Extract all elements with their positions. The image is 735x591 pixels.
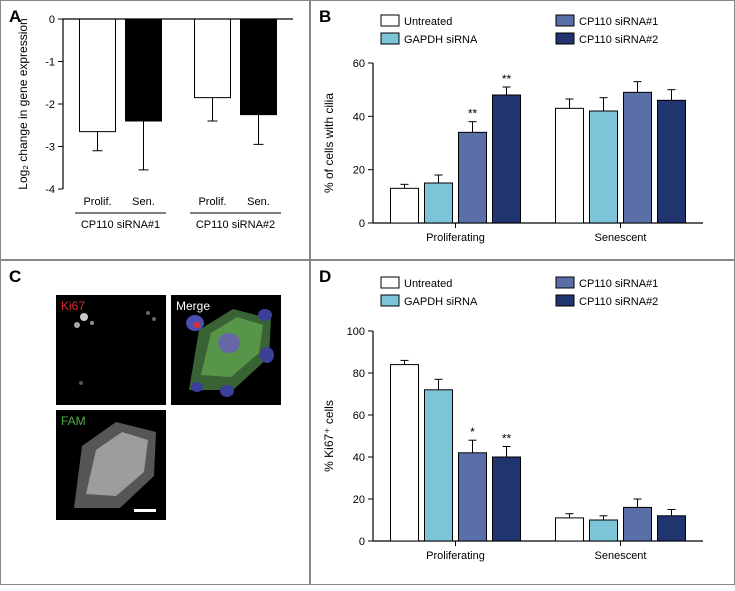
panel-a: A 0 -1 -2 -3 -4 Log₂ change in gene expressio… xyxy=(0,0,310,260)
svg-text:*: * xyxy=(470,425,475,439)
svg-text:60: 60 xyxy=(353,58,365,70)
svg-text:% of cells with cilia: % of cells with cilia xyxy=(322,93,336,193)
panel-a-label: A xyxy=(9,7,21,27)
svg-text:Sen.: Sen. xyxy=(247,196,270,208)
svg-text:CP110 siRNA#1: CP110 siRNA#1 xyxy=(579,278,658,290)
svg-text:CP110 siRNA#2: CP110 siRNA#2 xyxy=(196,219,275,231)
svg-text:Untreated: Untreated xyxy=(404,16,452,28)
svg-text:-4: -4 xyxy=(45,184,55,196)
svg-text:Prolif.: Prolif. xyxy=(83,196,111,208)
svg-text:40: 40 xyxy=(353,111,365,123)
svg-text:CP110 siRNA#2: CP110 siRNA#2 xyxy=(579,34,658,46)
svg-text:Log₂ change in gene expression: Log₂ change in gene expression xyxy=(16,18,30,189)
svg-text:**: ** xyxy=(468,107,478,121)
svg-text:40: 40 xyxy=(353,452,365,464)
svg-text:GAPDH siRNA: GAPDH siRNA xyxy=(404,296,478,308)
scale-bar xyxy=(134,509,156,512)
svg-text:Untreated: Untreated xyxy=(404,278,452,290)
svg-text:Senescent: Senescent xyxy=(595,550,647,562)
panel-b: B 0 20 40 60 % of cells with cilia Untreated G… xyxy=(310,0,735,260)
svg-text:0: 0 xyxy=(49,14,55,26)
panel-d: D 0 20 40 60 80 100 % Ki67⁺ cells Untreated GAPD… xyxy=(310,260,735,585)
panel-c-label: C xyxy=(9,267,21,287)
svg-text:100: 100 xyxy=(347,326,365,338)
svg-text:20: 20 xyxy=(353,165,365,177)
micro-merge: Merge xyxy=(171,295,281,405)
svg-text:Sen.: Sen. xyxy=(132,196,155,208)
svg-text:Prolif.: Prolif. xyxy=(198,196,226,208)
figure-grid: A 0 -1 -2 -3 -4 Log₂ change in gene expressio… xyxy=(0,0,735,585)
svg-text:-2: -2 xyxy=(45,99,55,111)
microscopy-grid: Ki67 Merge xyxy=(56,295,281,520)
panel-b-chart: 0 20 40 60 % of cells with cilia Untreated GAP… xyxy=(311,1,735,261)
svg-text:Senescent: Senescent xyxy=(595,232,647,244)
micro-ki67: Ki67 xyxy=(56,295,166,405)
svg-text:Proliferating: Proliferating xyxy=(426,232,485,244)
panel-c: C Ki67 Merge xyxy=(0,260,310,585)
panel-d-chart: 0 20 40 60 80 100 % Ki67⁺ cells Untreated GAPDH … xyxy=(311,261,735,586)
svg-text:0: 0 xyxy=(359,536,365,548)
svg-text:-3: -3 xyxy=(45,142,55,154)
svg-text:80: 80 xyxy=(353,368,365,380)
svg-text:% Ki67⁺ cells: % Ki67⁺ cells xyxy=(322,400,336,472)
panel-d-label: D xyxy=(319,267,331,287)
svg-text:CP110 siRNA#1: CP110 siRNA#1 xyxy=(579,16,658,28)
micro-fam: FAM xyxy=(56,410,166,520)
svg-text:60: 60 xyxy=(353,410,365,422)
panel-a-chart: 0 -1 -2 -3 -4 Log₂ change in gene expression P… xyxy=(1,1,311,261)
svg-text:CP110 siRNA#1: CP110 siRNA#1 xyxy=(81,219,160,231)
svg-text:0: 0 xyxy=(359,218,365,230)
svg-text:Proliferating: Proliferating xyxy=(426,550,485,562)
panel-b-label: B xyxy=(319,7,331,27)
svg-text:-1: -1 xyxy=(45,57,55,69)
svg-text:**: ** xyxy=(502,432,512,446)
svg-text:GAPDH siRNA: GAPDH siRNA xyxy=(404,34,478,46)
svg-text:**: ** xyxy=(502,72,512,86)
svg-text:CP110 siRNA#2: CP110 siRNA#2 xyxy=(579,296,658,308)
svg-text:20: 20 xyxy=(353,494,365,506)
